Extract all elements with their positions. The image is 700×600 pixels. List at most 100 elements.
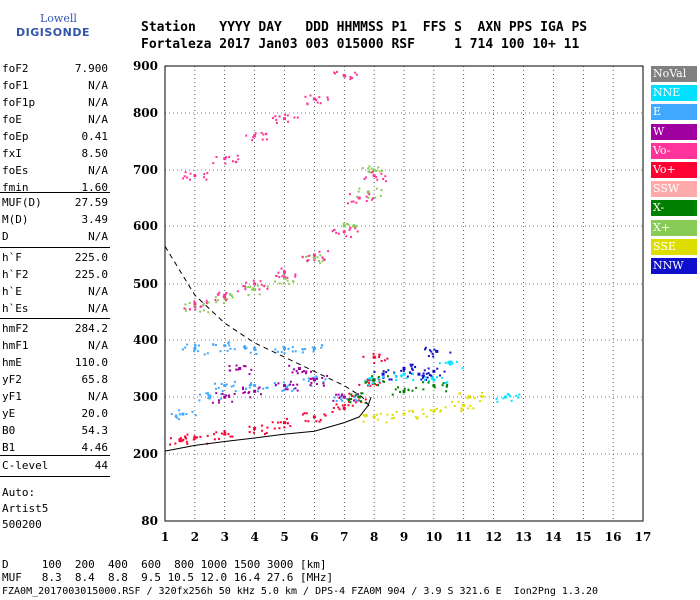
data-point <box>280 267 283 270</box>
data-point <box>438 362 441 365</box>
data-point <box>233 348 236 351</box>
data-point <box>274 280 277 283</box>
data-point <box>367 383 370 386</box>
data-point <box>430 377 433 380</box>
data-point <box>216 293 219 296</box>
data-point <box>184 309 187 312</box>
data-point <box>331 410 334 413</box>
x-tick-label: 7 <box>340 530 348 544</box>
data-point <box>245 387 248 390</box>
param-value: 27.59 <box>74 196 108 209</box>
data-point <box>382 177 385 180</box>
data-point <box>228 344 231 347</box>
data-point <box>384 175 387 178</box>
data-point <box>338 408 341 411</box>
data-point <box>217 437 220 440</box>
data-point <box>449 351 452 354</box>
param-value: 20.0 <box>81 407 109 420</box>
data-point <box>193 300 196 303</box>
param-value: N/A <box>88 285 108 298</box>
data-point <box>253 427 256 430</box>
param-name: hmE <box>2 356 22 369</box>
data-point <box>331 230 334 233</box>
data-point <box>194 305 197 308</box>
data-point <box>436 367 439 370</box>
data-point <box>451 400 454 403</box>
data-point <box>336 70 339 73</box>
data-point <box>174 415 177 418</box>
x-tick-label: 17 <box>635 530 652 544</box>
data-point <box>411 368 414 371</box>
data-point <box>292 384 295 387</box>
data-point <box>369 384 372 387</box>
data-point <box>406 375 409 378</box>
data-point <box>207 311 210 314</box>
param-row: foF1 N/A <box>2 79 108 97</box>
data-point <box>278 115 281 118</box>
data-point <box>366 414 369 417</box>
data-point <box>433 348 436 351</box>
logo-line1: Lowell <box>40 12 77 25</box>
data-point <box>292 280 295 283</box>
data-point <box>423 379 426 382</box>
data-point <box>209 394 212 397</box>
data-point <box>244 391 247 394</box>
data-point <box>343 407 346 410</box>
data-point <box>341 404 344 407</box>
param-value: 8.50 <box>81 147 109 160</box>
data-point <box>310 381 313 384</box>
data-point <box>421 408 424 411</box>
param-value: 284.2 <box>74 322 108 335</box>
data-point <box>409 363 412 366</box>
data-point <box>461 404 464 407</box>
data-point <box>286 276 289 279</box>
data-point <box>196 436 199 439</box>
param-name: yF1 <box>2 390 22 403</box>
data-point <box>460 410 463 413</box>
data-point <box>311 377 314 380</box>
data-point <box>283 117 286 121</box>
data-point <box>349 78 352 81</box>
data-point <box>445 390 448 393</box>
data-point <box>372 168 376 172</box>
x-tick-label: 6 <box>310 530 318 544</box>
data-point <box>386 413 389 416</box>
data-point <box>472 407 475 410</box>
data-point <box>441 376 444 379</box>
data-point <box>411 409 414 412</box>
param-row: B0 54.3 <box>2 424 108 442</box>
data-point <box>358 187 361 190</box>
data-point <box>304 419 307 422</box>
data-point <box>321 260 324 263</box>
data-point <box>351 77 354 80</box>
data-point <box>295 370 298 373</box>
data-point <box>251 139 254 142</box>
data-point <box>375 413 378 416</box>
data-point <box>202 302 205 305</box>
data-point <box>360 392 363 395</box>
param-row: yF1 N/A <box>2 390 108 408</box>
data-point <box>350 235 353 238</box>
data-point <box>515 394 518 397</box>
param-name: h`F2 <box>2 268 29 281</box>
data-point <box>219 350 222 353</box>
data-point <box>396 386 399 389</box>
param-value: 54.3 <box>81 424 109 437</box>
data-point <box>283 347 286 351</box>
x-tick-label: 9 <box>400 530 408 544</box>
data-point <box>284 388 287 391</box>
param-value: 7.900 <box>74 62 108 75</box>
data-point <box>315 377 318 380</box>
param-value: 225.0 <box>74 268 108 281</box>
digisonde-logo: Lowell DIGISONDE <box>4 8 114 42</box>
param-value: N/A <box>88 79 108 92</box>
data-point <box>282 282 285 285</box>
data-point <box>435 407 438 410</box>
data-point <box>364 401 367 404</box>
data-point <box>342 73 346 77</box>
data-point <box>435 376 438 379</box>
data-point <box>243 285 246 288</box>
data-point <box>211 401 214 404</box>
param-row: fxI 8.50 <box>2 147 108 165</box>
data-point <box>296 389 299 392</box>
